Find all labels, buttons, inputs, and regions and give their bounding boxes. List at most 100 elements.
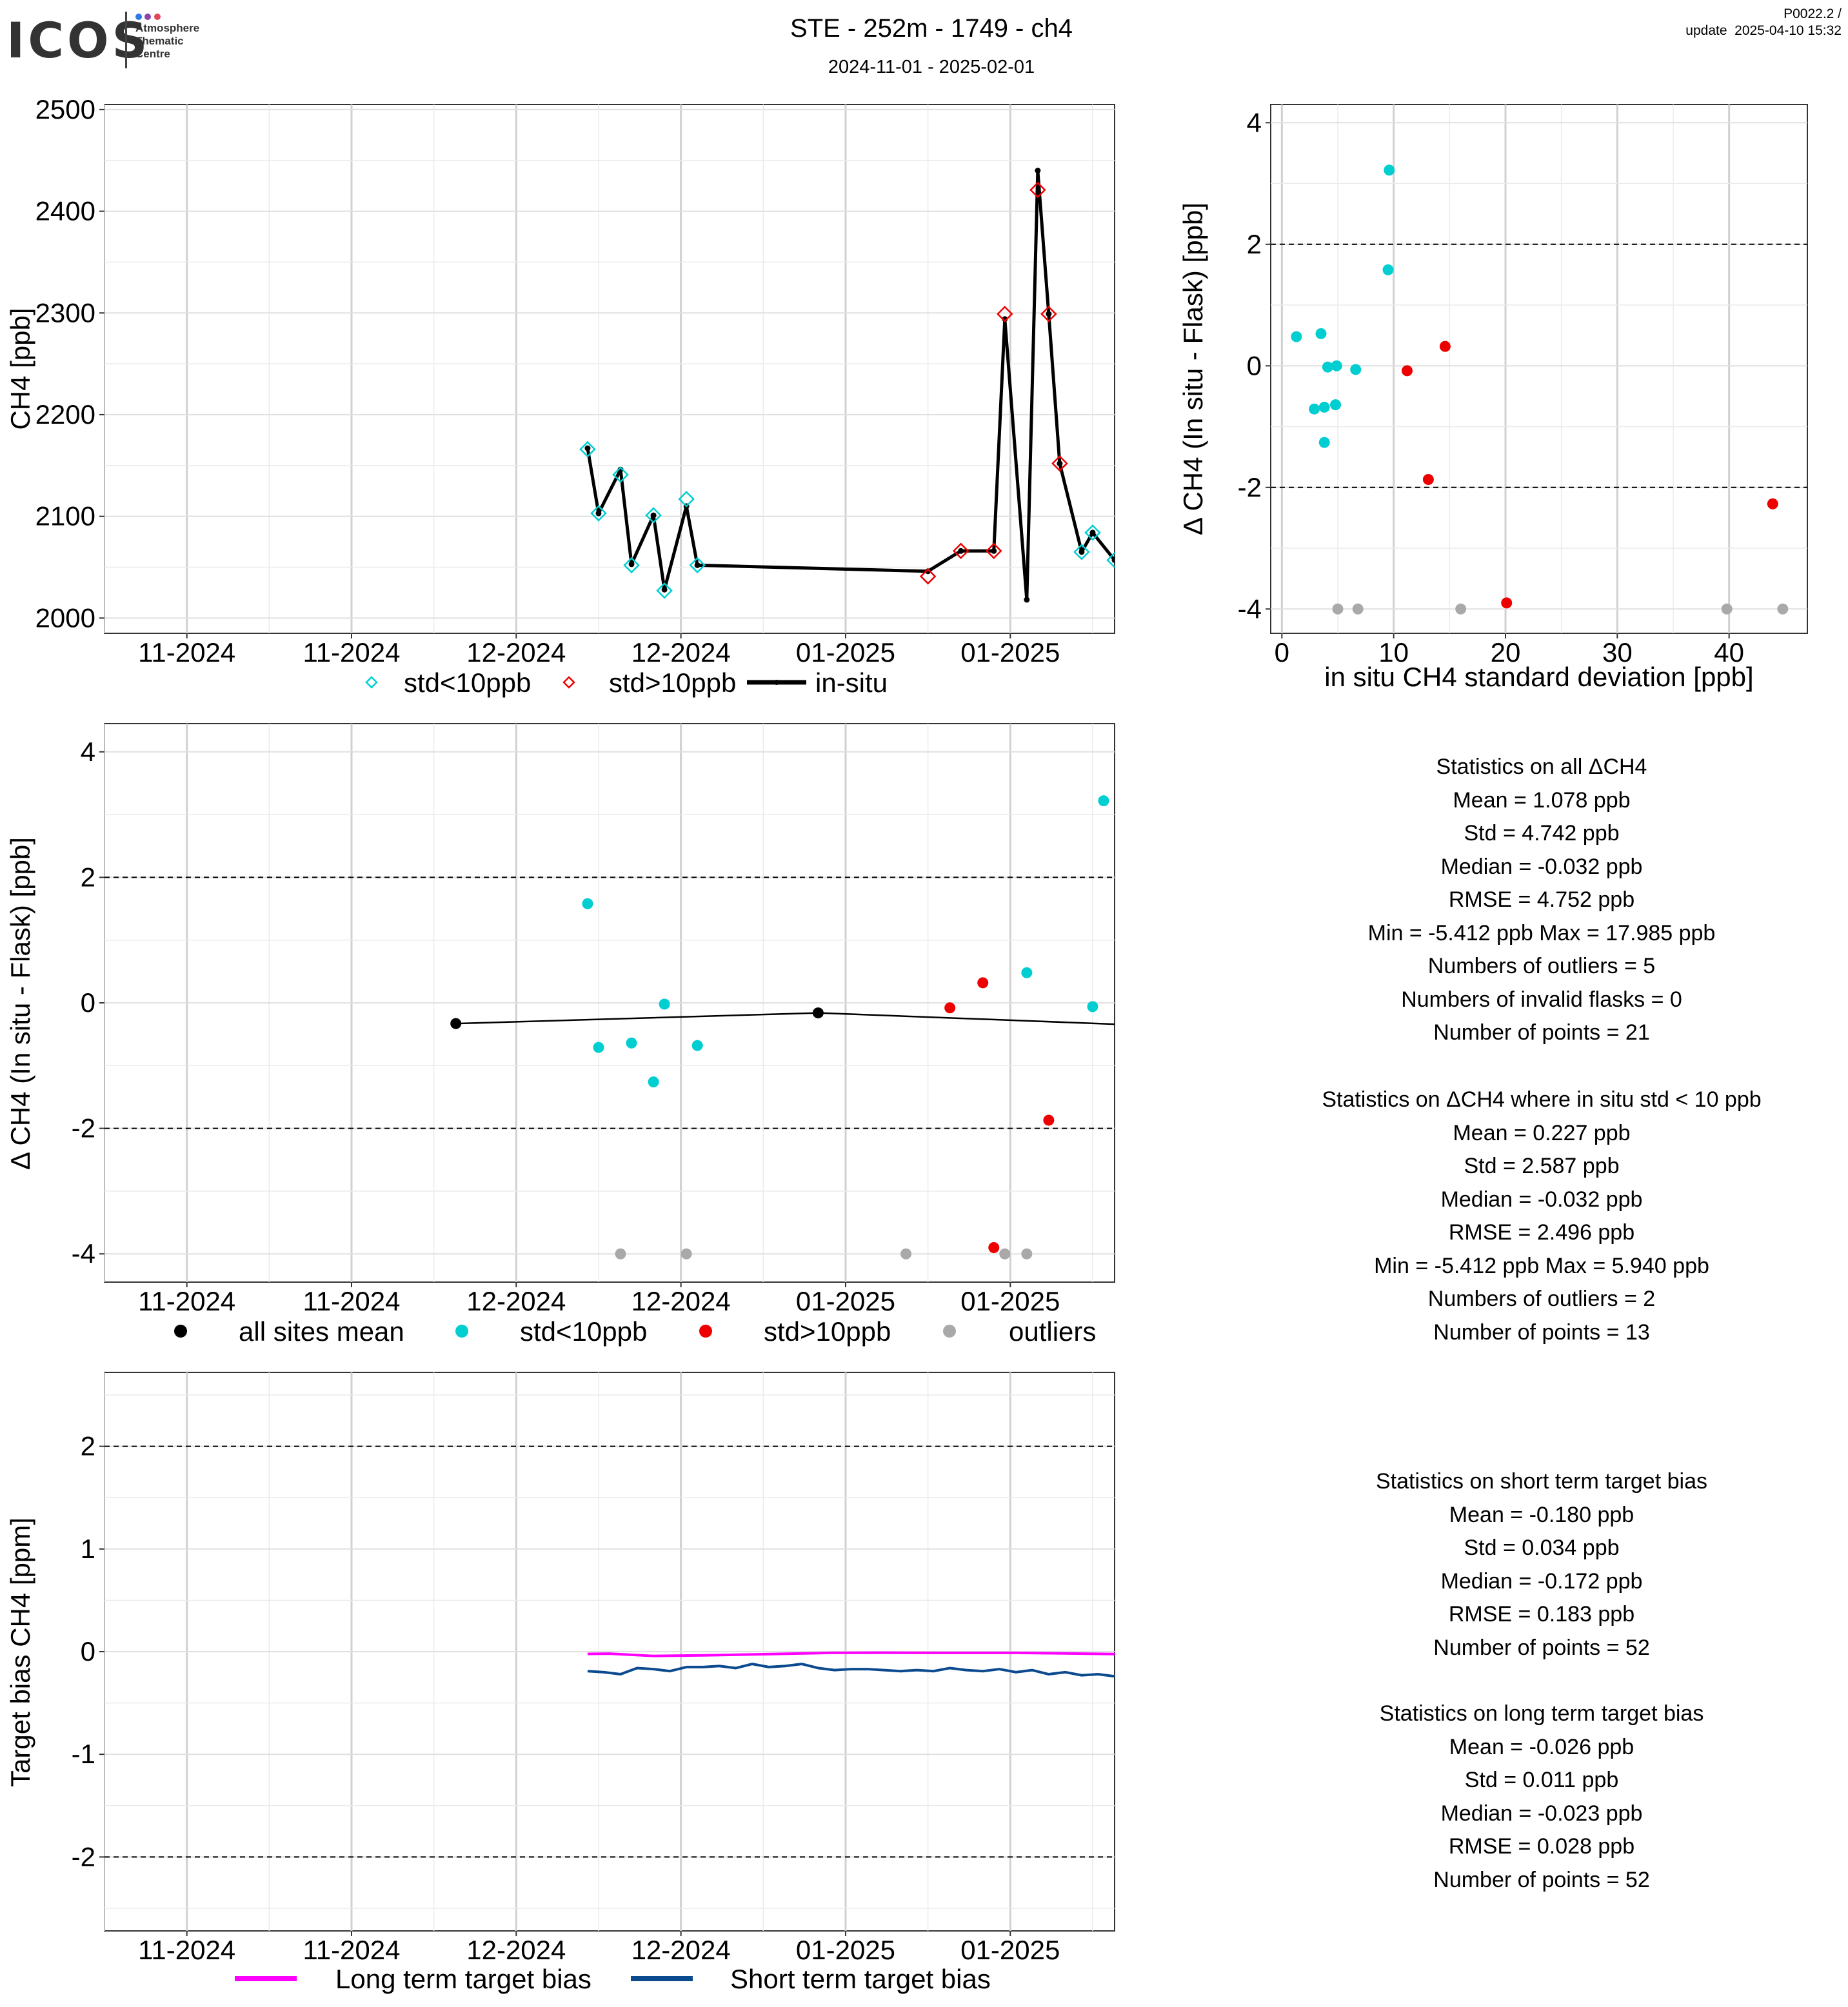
std-low-diamond xyxy=(689,557,706,574)
all-sites-mean-point xyxy=(812,1007,824,1019)
std-low-diamond xyxy=(678,491,695,508)
logo-dots-icon xyxy=(135,12,161,21)
stats-line: Median = -0.032 ppb xyxy=(1440,854,1643,879)
y-tick-label: 0 xyxy=(81,1636,95,1666)
in-situ-point xyxy=(1035,168,1041,173)
std-high-point xyxy=(977,977,989,989)
stats-line: Median = -0.023 ppb xyxy=(1440,1801,1643,1826)
legend-marker-std-high xyxy=(562,676,575,689)
legend-marker-std-high xyxy=(699,1325,712,1338)
y-tick-label: 0 xyxy=(1247,350,1262,381)
outlier-point xyxy=(1455,603,1467,615)
std-low-diamond xyxy=(645,507,662,524)
stats-line: RMSE = 0.183 ppb xyxy=(1448,1602,1635,1626)
outlier-point xyxy=(1777,603,1789,615)
y-tick-label: 2200 xyxy=(35,399,95,430)
legend: all sites mean std<10ppb std>10ppb outli… xyxy=(174,1316,1096,1347)
stats-line: RMSE = 0.028 ppb xyxy=(1448,1834,1635,1859)
legend-label-long-term: Long term target bias xyxy=(335,1964,591,1994)
y-tick-label: 2300 xyxy=(35,297,95,328)
y-tick-label: 0 xyxy=(81,987,95,1018)
x-axis-title: in situ CH4 standard deviation [ppb] xyxy=(1324,662,1753,692)
std-low-point xyxy=(1382,264,1394,275)
x-tick-label: 01-2025 xyxy=(796,1286,895,1316)
short-term-bias-line xyxy=(587,1663,1115,1678)
stats-heading: Statistics on all ΔCH4 xyxy=(1436,755,1647,779)
legend-label-std-low: std<10ppb xyxy=(520,1316,647,1347)
y-axis-title: CH4 [ppb] xyxy=(5,308,35,430)
x-tick-label: 10 xyxy=(1378,637,1409,667)
in-situ-point xyxy=(628,561,635,568)
in-situ-point xyxy=(1024,597,1030,603)
stats-line: RMSE = 4.752 ppb xyxy=(1448,887,1635,912)
outlier-point xyxy=(1021,1248,1033,1260)
in-situ-point xyxy=(1078,549,1085,555)
header: ICOS Atmosphere Thematic Centre STE - 25… xyxy=(0,0,1848,97)
in-situ-point xyxy=(958,548,964,554)
std-low-point xyxy=(582,898,593,909)
stats-line: Number of points = 52 xyxy=(1433,1867,1650,1892)
std-high-point xyxy=(1501,597,1513,609)
logo-sub-line: Thematic xyxy=(135,35,184,47)
std-low-diamond xyxy=(1084,524,1101,541)
std-high-point xyxy=(1043,1114,1055,1126)
logo-dot-purple xyxy=(144,14,152,20)
stats-line: Mean = -0.180 ppb xyxy=(1449,1502,1634,1527)
stats-short-term-bias: Statistics on short term target bias Mea… xyxy=(1226,1465,1848,1665)
stats-line: Std = 0.034 ppb xyxy=(1464,1536,1620,1560)
std-low-diamond xyxy=(579,440,596,458)
std-low-point xyxy=(1098,795,1109,807)
x-tick-label: 40 xyxy=(1714,637,1744,667)
logo-divider xyxy=(125,12,127,68)
delta-vs-std-chart: 0 10 20 30 40 -4 -2 0 2 4 Δ CH4 (In situ - Flask)… xyxy=(1178,104,1808,692)
x-tick-label: 11-2024 xyxy=(138,1935,235,1965)
x-tick-label: 12-2024 xyxy=(631,1286,731,1316)
y-tick-label: 2000 xyxy=(35,602,95,633)
std-high-point xyxy=(1439,341,1451,352)
stats-line: Median = -0.172 ppb xyxy=(1440,1568,1643,1594)
stats-line: Numbers of outliers = 2 xyxy=(1427,1287,1656,1311)
x-tick-label: 12-2024 xyxy=(466,1935,566,1965)
legend-label-std-low: std<10ppb xyxy=(404,667,531,698)
std-high-diamond xyxy=(1029,181,1046,199)
x-tick-label: 11-2024 xyxy=(138,1286,235,1316)
y-tick-label: -4 xyxy=(72,1238,95,1269)
std-low-point xyxy=(659,998,670,1010)
target-bias-chart: 11-2024 11-2024 12-2024 12-2024 01-2025 01-20… xyxy=(5,1372,1115,1994)
y-axis-title: Δ CH4 (In situ - Flask) [ppb] xyxy=(5,837,35,1170)
std-low-point xyxy=(593,1042,604,1053)
y-tick-label: 2 xyxy=(81,862,95,892)
std-low-point xyxy=(626,1037,637,1049)
std-low-point xyxy=(1330,399,1342,411)
logo-sub-line: Atmosphere xyxy=(135,22,200,34)
y-tick-label: 4 xyxy=(81,737,95,767)
x-tick-label: 0 xyxy=(1275,637,1289,667)
x-tick-label: 20 xyxy=(1491,637,1521,667)
logo-wordmark: ICOS xyxy=(6,12,151,69)
x-tick-label: 12-2024 xyxy=(466,1286,566,1316)
std-low-point xyxy=(1291,331,1302,342)
in-situ-point xyxy=(1046,311,1052,317)
x-tick-label: 11-2024 xyxy=(138,637,235,667)
in-situ-point xyxy=(650,512,657,519)
legend-point-insitu xyxy=(774,680,779,685)
legend-marker-std-low xyxy=(365,676,378,689)
in-situ-point xyxy=(1111,557,1115,563)
outlier-point xyxy=(1352,603,1364,615)
y-tick-label: 1 xyxy=(81,1534,95,1564)
page-subtitle: 2024-11-01 - 2025-02-01 xyxy=(828,57,1035,77)
std-low-diamond xyxy=(612,466,629,483)
y-tick-label: 2100 xyxy=(35,501,95,531)
y-tick-label: -1 xyxy=(72,1739,95,1769)
logo-subtext: Atmosphere Thematic Centre xyxy=(135,22,199,61)
long-term-bias-line xyxy=(587,1651,1115,1657)
std-low-diamond xyxy=(1118,528,1133,542)
in-situ-point xyxy=(1089,529,1096,536)
std-low-point xyxy=(1315,328,1327,339)
stats-line: Median = -0.032 ppb xyxy=(1440,1187,1643,1212)
legend: std<10ppb std>10ppb in-situ xyxy=(365,667,888,698)
std-low-diamond xyxy=(1106,551,1115,569)
legend-marker-std-low xyxy=(455,1325,468,1338)
outlier-point xyxy=(681,1248,692,1260)
delta-timeseries-chart: 11-2024 11-2024 12-2024 12-2024 01-2025 01-20… xyxy=(5,723,1115,1347)
